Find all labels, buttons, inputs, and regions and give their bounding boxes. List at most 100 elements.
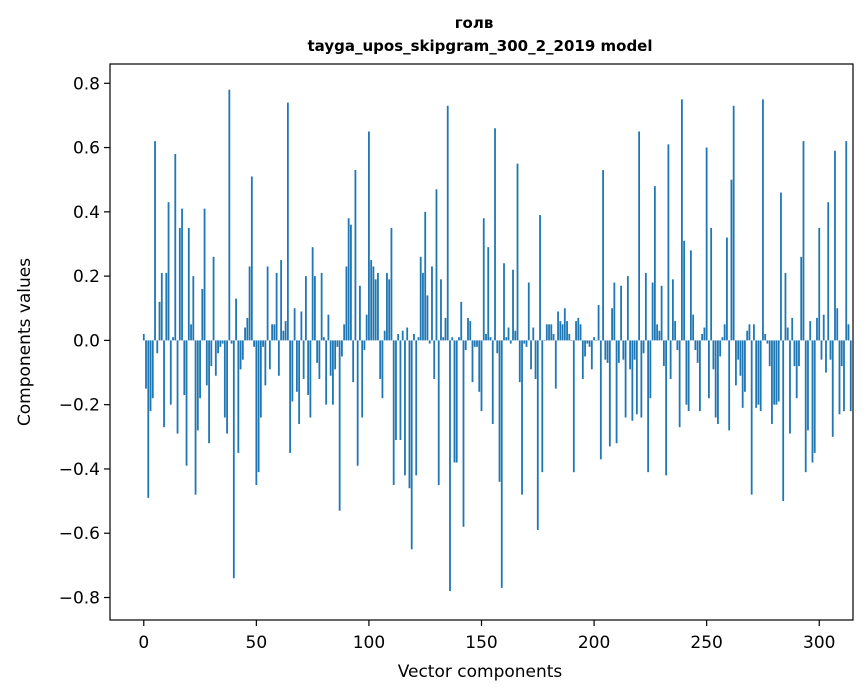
- bar-98: [363, 340, 366, 351]
- bar-242: [687, 340, 690, 412]
- bar-270: [750, 340, 753, 495]
- bar-285: [784, 272, 787, 341]
- bar-23: [194, 340, 197, 495]
- bar-47: [248, 266, 251, 341]
- bar-253: [712, 340, 715, 370]
- bar-194: [579, 324, 582, 341]
- bar-251: [708, 340, 710, 399]
- bar-7: [158, 301, 161, 341]
- bar-48: [250, 176, 253, 341]
- x-tick-label: 150: [465, 633, 497, 653]
- bar-107: [383, 330, 386, 341]
- bar-83: [329, 340, 332, 376]
- bar-29: [208, 340, 210, 444]
- bar-102: [372, 266, 375, 341]
- bar-265: [739, 340, 742, 376]
- bar-120: [413, 333, 415, 341]
- bar-135: [446, 105, 449, 341]
- x-axis-ticks: 0 50 100 150 200 250 300: [138, 620, 835, 653]
- bar-43: [239, 340, 242, 370]
- bar-74: [309, 340, 312, 418]
- bar-276: [764, 333, 767, 341]
- y-tick-label: 0.0: [73, 331, 100, 351]
- bar-271: [753, 324, 755, 341]
- bar-36: [223, 340, 226, 418]
- bar-249: [703, 327, 706, 341]
- bar-159: [500, 340, 503, 588]
- bar-121: [415, 340, 418, 476]
- bar-150: [480, 340, 483, 412]
- bar-111: [392, 340, 395, 486]
- y-axis-ticks: 0.8 0.6 0.4 0.2 0.0 −0.2 −0.4 −0.6 −0.8: [59, 74, 110, 609]
- bar-93: [352, 340, 355, 383]
- bar-168: [521, 340, 523, 495]
- bar-190: [570, 340, 573, 341]
- bar-155: [491, 340, 494, 424]
- bar-266: [741, 340, 744, 408]
- x-tick-label: 50: [246, 633, 268, 653]
- bar-105: [379, 340, 382, 379]
- bar-91: [347, 218, 350, 341]
- bar-202: [597, 305, 600, 341]
- bar-264: [737, 340, 740, 360]
- bar-219: [635, 340, 638, 415]
- chart-title: голв: [455, 14, 494, 32]
- bar-137: [451, 337, 454, 341]
- bar-227: [653, 186, 656, 341]
- bar-231: [662, 340, 665, 367]
- bar-254: [714, 340, 717, 418]
- bar-145: [469, 321, 472, 341]
- bar-250: [705, 147, 708, 341]
- bar-56: [268, 340, 271, 370]
- bar-247: [699, 340, 701, 412]
- bar-128: [431, 266, 433, 341]
- bar-106: [381, 340, 384, 399]
- bar-267: [744, 340, 746, 392]
- bar-278: [768, 340, 771, 367]
- bar-183: [554, 340, 557, 389]
- bar-66: [291, 340, 294, 402]
- bar-234: [669, 340, 672, 379]
- bar-198: [588, 340, 591, 347]
- bar-153: [487, 247, 490, 341]
- bar-146: [471, 340, 474, 383]
- bar-59: [275, 272, 278, 341]
- bar-193: [577, 317, 580, 341]
- bar-296: [809, 321, 812, 341]
- bar-68: [295, 340, 298, 392]
- bar-272: [755, 340, 758, 408]
- bar-181: [550, 324, 553, 341]
- bar-188: [566, 321, 568, 341]
- bar-292: [800, 256, 803, 341]
- bar-84: [332, 340, 334, 405]
- bar-110: [390, 227, 393, 341]
- bar-130: [435, 189, 438, 341]
- bar-65: [289, 340, 292, 453]
- bar-12: [169, 340, 172, 405]
- bar-206: [606, 340, 609, 363]
- y-tick-label: 0.8: [73, 74, 100, 94]
- bar-205: [604, 340, 607, 360]
- bar-186: [561, 324, 564, 341]
- bar-61: [280, 260, 283, 341]
- bar-187: [563, 308, 566, 341]
- bar-260: [728, 340, 731, 431]
- bar-228: [656, 324, 659, 341]
- bar-244: [692, 314, 695, 341]
- bar-73: [307, 340, 310, 396]
- bar-211: [617, 340, 620, 363]
- bar-6: [156, 340, 159, 354]
- bar-216: [629, 340, 631, 370]
- bar-147: [473, 340, 476, 347]
- bar-90: [345, 266, 348, 341]
- y-axis-label: Components values: [15, 258, 35, 426]
- bar-40: [232, 340, 235, 579]
- bar-164: [512, 269, 514, 341]
- bar-255: [717, 340, 719, 424]
- bar-259: [726, 237, 728, 341]
- bar-117: [406, 327, 409, 341]
- bar-129: [433, 340, 436, 379]
- bar-124: [422, 272, 424, 341]
- bar-112: [395, 340, 397, 441]
- bar-82: [327, 314, 330, 341]
